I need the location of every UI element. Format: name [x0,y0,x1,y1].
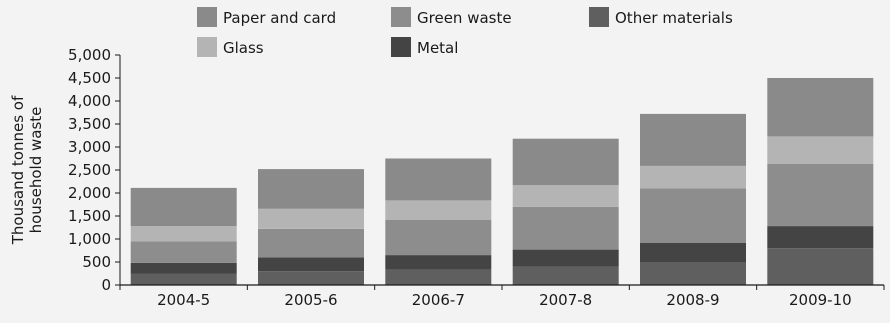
bar-segment-paper-and-card [258,169,364,209]
y-tick-label: 4,500 [68,69,111,87]
bar-segment-glass [767,136,874,164]
legend-item: Glass [197,37,264,57]
legend-swatch [391,37,411,57]
legend-swatch [197,7,217,27]
bar-segment-metal [130,262,237,274]
bar-segment-metal [767,226,874,249]
y-tick-label: 1,000 [68,230,111,248]
bar-segment-green-waste [767,164,874,227]
legend-label: Paper and card [223,9,336,27]
legend-swatch [197,37,217,57]
bar-segment-glass [512,185,619,207]
legend-item: Other materials [589,7,733,27]
y-tick-label: 5,000 [68,46,111,64]
bar-segment-glass [258,208,364,229]
bar-segment-other-materials [130,273,237,285]
x-tick-label: 2008-9 [666,291,719,309]
y-tick-label: 3,500 [68,115,111,133]
bar-segment-other-materials [512,266,619,285]
legend-item: Metal [391,37,458,57]
bar-segment-other-materials [385,269,492,285]
bar-segment-paper-and-card [130,187,237,227]
legend-label: Other materials [615,9,733,27]
bar-segment-paper-and-card [512,138,619,186]
bar-segment-paper-and-card [767,78,874,137]
y-axis: 0 500 1,000 1,500 2,000 2,500 3,000 3,500 4,000 4… [68,46,121,294]
bar-segment-other-materials [258,271,364,285]
x-tick-label: 2005-6 [284,291,337,309]
bar-segment-metal [512,249,619,267]
y-tick-label: 2,000 [68,184,111,202]
legend-item: Green waste [391,7,512,27]
bar-segment-paper-and-card [640,113,746,166]
bar-segment-other-materials [767,248,874,285]
bar-segment-metal [640,242,746,262]
legend-swatch [391,7,411,27]
x-tick-label: 2006-7 [412,291,465,309]
y-tick-label: 4,000 [68,92,111,110]
y-tick-label: 1,500 [68,207,111,225]
bars [130,78,874,285]
y-tick-label: 2,500 [68,161,111,179]
bar-segment-green-waste [385,219,492,256]
bar-segment-glass [385,200,492,220]
x-tick-label: 2004-5 [157,291,210,309]
y-tick-label: 0 [101,276,111,294]
bar-segment-green-waste [130,241,237,263]
bar-segment-other-materials [640,262,746,285]
x-tick-label: 2009-10 [789,291,852,309]
bar-segment-metal [258,257,364,272]
y-axis-title-line-1: Thousand tonnes of [9,95,27,245]
y-tick-label: 500 [82,253,111,271]
bar-segment-green-waste [258,228,364,258]
legend-swatch [589,7,609,27]
x-tick-label: 2007-8 [539,291,592,309]
bar-segment-glass [640,165,746,189]
bar-segment-green-waste [512,206,619,250]
legend: Paper and card Green waste Other materials… [197,7,733,57]
legend-label: Glass [223,39,264,57]
bar-segment-glass [130,226,237,242]
y-tick-label: 3,000 [68,138,111,156]
legend-label: Metal [417,39,458,57]
legend-item: Paper and card [197,7,336,27]
bar-segment-paper-and-card [385,158,492,201]
y-axis-title-line-2: household waste [27,107,45,234]
bar-segment-green-waste [640,188,746,243]
x-axis: 2004-5 2005-6 2006-7 2007-8 2008-9 2009-10 [119,284,885,309]
bar-segment-metal [385,255,492,270]
legend-label: Green waste [417,9,512,27]
